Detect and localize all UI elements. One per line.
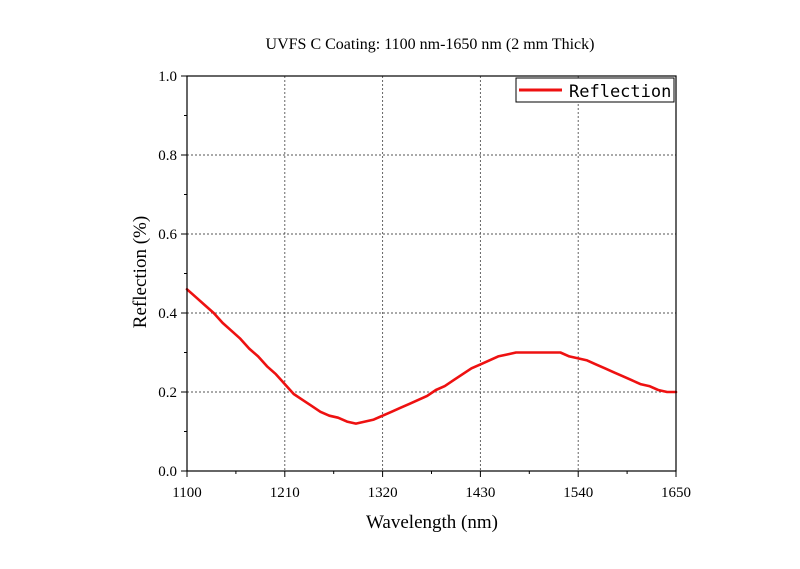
y-tick-label: 0.8	[158, 148, 177, 164]
legend-label: Reflection	[569, 82, 671, 102]
x-axis-label: Wavelength (nm)	[366, 512, 498, 533]
y-axis-label: Reflection (%)	[130, 216, 151, 328]
grid-lines	[187, 76, 676, 471]
y-tick-label: 0.4	[158, 306, 177, 322]
y-tick-label: 0.0	[158, 464, 177, 480]
legend: Reflection	[515, 77, 675, 103]
reflection-series-line	[185, 287, 678, 425]
minor-ticks	[184, 115, 628, 474]
x-tick-label: 1100	[172, 485, 201, 501]
x-tick-label: 1320	[368, 485, 398, 501]
y-tick-label: 0.6	[158, 227, 177, 243]
plot-frame	[186, 75, 677, 472]
y-tick-label: 1.0	[158, 69, 177, 85]
chart-title: UVFS C Coating: 1100 nm-1650 nm (2 mm Th…	[266, 36, 595, 53]
tick-labels: 1100 1210 1320 1430 1540 1650 0.0 0.2 0.4 0.6 0.8 1…	[158, 69, 691, 501]
axis-ticks	[181, 75, 677, 477]
y-tick-label: 0.2	[158, 385, 177, 401]
x-tick-label: 1430	[465, 485, 495, 501]
x-tick-label: 1210	[270, 485, 300, 501]
x-tick-label: 1650	[661, 485, 691, 501]
x-tick-label: 1540	[563, 485, 593, 501]
series-layer	[185, 287, 678, 425]
